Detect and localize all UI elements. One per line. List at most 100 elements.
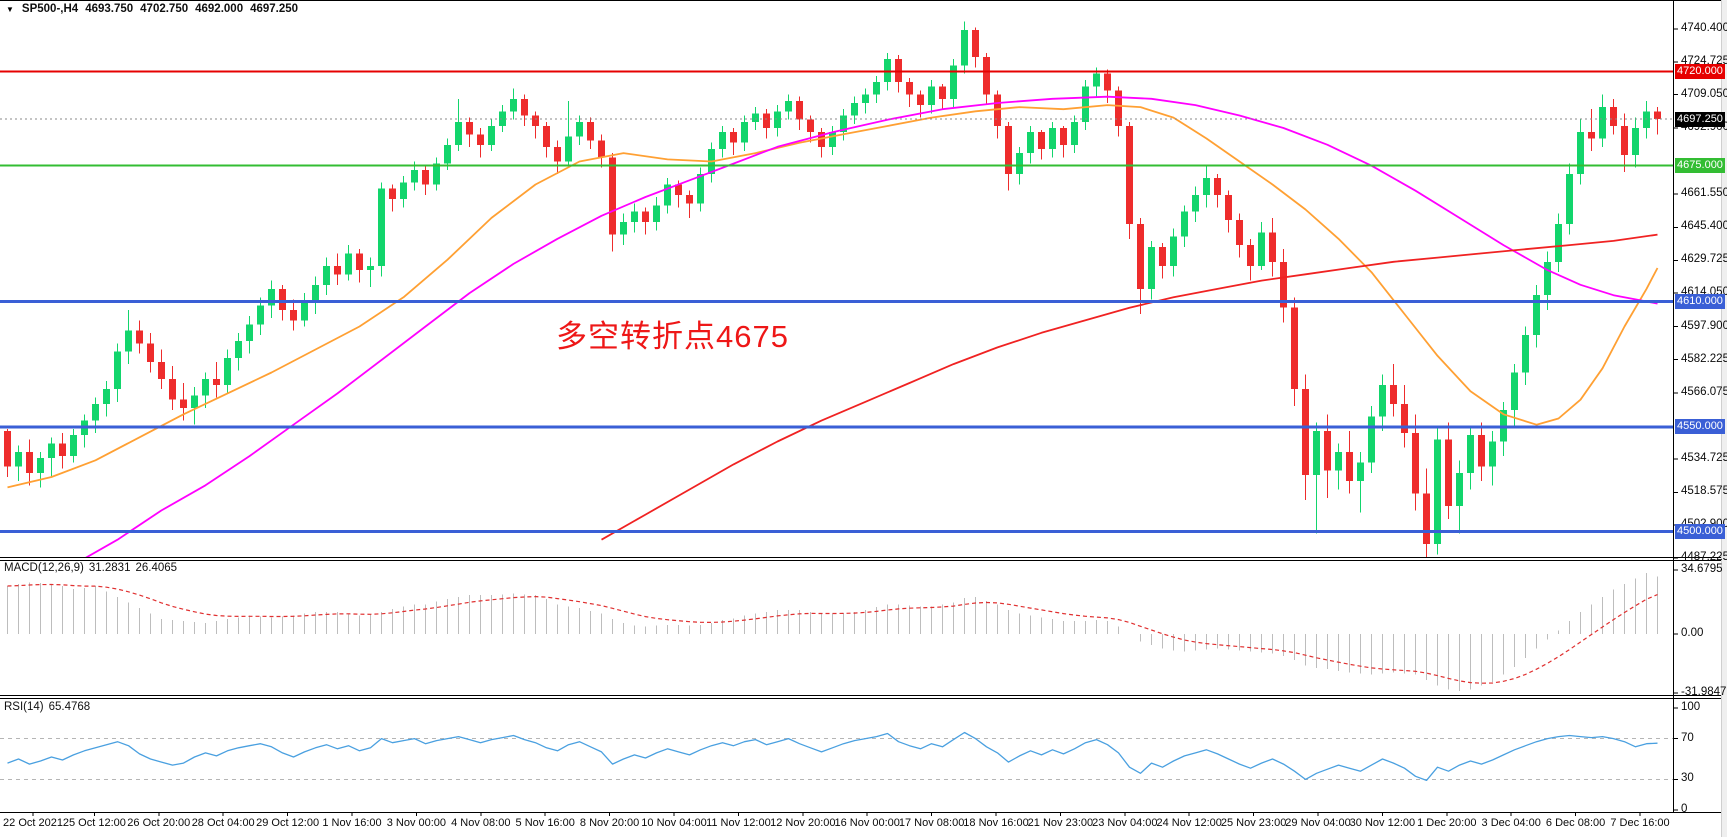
time-axis-label: 25 Nov 23:00	[1220, 817, 1287, 829]
candle	[455, 121, 462, 145]
candle	[147, 343, 154, 363]
ma-magenta	[85, 95, 1658, 557]
ohlc-close: 4697.250	[250, 3, 299, 15]
price-tick-label: 4645.400	[1681, 220, 1727, 233]
candle	[917, 94, 924, 106]
candle	[1445, 439, 1452, 507]
rsi-tick-label: 70	[1681, 731, 1694, 744]
scrollbar[interactable]	[1721, 0, 1727, 837]
candle	[1533, 295, 1540, 335]
time-axis-label: 18 Nov 16:00	[963, 817, 1029, 829]
time-axis-label: 12 Nov 20:00	[770, 817, 836, 829]
macd-main-value: 31.2831	[88, 562, 131, 574]
time-axis-label: 24 Nov 12:00	[1156, 817, 1222, 829]
candle	[1467, 435, 1474, 473]
candle	[1368, 416, 1375, 463]
candle	[1192, 194, 1199, 212]
candle	[158, 362, 165, 379]
candle	[26, 451, 33, 473]
time-axis-label: 1 Nov 16:00	[322, 817, 382, 829]
candle	[1478, 435, 1485, 467]
price-tick-label: 4709.050	[1681, 87, 1727, 100]
candle	[1291, 307, 1298, 390]
time-axis-label: 11 Nov 12:00	[706, 817, 771, 829]
candle	[609, 157, 616, 235]
candle	[774, 111, 781, 129]
candle	[1005, 125, 1012, 175]
candle	[400, 182, 407, 200]
candle	[235, 341, 242, 358]
symbol-dropdown-icon[interactable]: ▼	[6, 4, 14, 14]
rsi-tick-label: 0	[1681, 803, 1688, 815]
macd-indicator-label: MACD(12,26,9) 31.2831 26.4065	[4, 562, 182, 574]
candle	[1654, 111, 1661, 120]
candle	[752, 113, 759, 122]
candle	[1335, 451, 1342, 471]
candle	[983, 56, 990, 95]
candle	[48, 443, 55, 459]
price-tick-label: 4566.075	[1681, 386, 1727, 399]
time-axis-label: 21 Nov 23:00	[1027, 817, 1094, 829]
rsi-line	[7, 731, 1658, 782]
candle	[1357, 462, 1364, 482]
annotation-text[interactable]: 多空转折点4675	[556, 319, 789, 354]
candle	[1137, 224, 1144, 289]
time-axis-label: 26 Oct 20:00	[127, 817, 191, 829]
candle	[972, 29, 979, 57]
candle	[1346, 451, 1353, 482]
time-axis-label: 23 Nov 04:00	[1092, 817, 1158, 829]
time-axis-label: 3 Nov 00:00	[386, 817, 447, 829]
candle	[180, 399, 187, 409]
candle	[488, 125, 495, 145]
candle	[1566, 174, 1573, 225]
candle	[1049, 128, 1056, 149]
candle	[1038, 132, 1045, 149]
symbol-timeframe: SP500-,H4	[21, 3, 79, 15]
price-tick-label: 4582.225	[1681, 352, 1727, 365]
time-axis-label: 29 Nov 04:00	[1285, 817, 1351, 829]
candle	[994, 94, 1001, 126]
candle	[1522, 334, 1529, 373]
rsi-indicator-label: RSI(14) 65.4768	[4, 701, 95, 713]
candle	[1280, 261, 1287, 308]
candle	[532, 115, 539, 126]
candle	[290, 309, 297, 321]
candle	[1544, 261, 1551, 296]
candle	[576, 121, 583, 137]
candle	[1511, 372, 1518, 411]
candle	[1159, 247, 1166, 266]
candle	[1225, 194, 1232, 220]
level-price-badge: 4610.000	[1675, 293, 1725, 309]
main-price-panel[interactable]	[4, 21, 1661, 560]
candle	[191, 395, 198, 409]
candle	[664, 184, 671, 206]
candle	[598, 140, 605, 158]
candle	[1269, 232, 1276, 262]
candle	[642, 211, 649, 223]
ohlc-low: 4692.000	[195, 3, 244, 15]
candle	[1489, 441, 1496, 467]
candle	[1126, 125, 1133, 225]
candle	[873, 82, 880, 95]
candle	[1643, 111, 1650, 129]
candle	[1082, 86, 1089, 122]
candle	[587, 121, 594, 141]
candle	[1258, 232, 1265, 266]
time-axis-label: 8 Nov 20:00	[579, 817, 640, 829]
macd-signal-value: 26.4065	[135, 562, 178, 574]
candle	[37, 458, 44, 473]
time-axis-label: 25 Oct 12:00	[62, 817, 126, 829]
candle	[1093, 73, 1100, 87]
candle	[730, 132, 737, 143]
candle	[1170, 236, 1177, 266]
candle	[1027, 132, 1034, 154]
candle	[301, 301, 308, 321]
candle	[763, 113, 770, 129]
candle	[246, 324, 253, 342]
time-axis-label: 28 Oct 04:00	[191, 817, 255, 829]
candle	[653, 205, 660, 223]
time-axis-label: 10 Nov 04:00	[641, 817, 707, 829]
candle	[444, 144, 451, 164]
candle	[257, 305, 264, 325]
